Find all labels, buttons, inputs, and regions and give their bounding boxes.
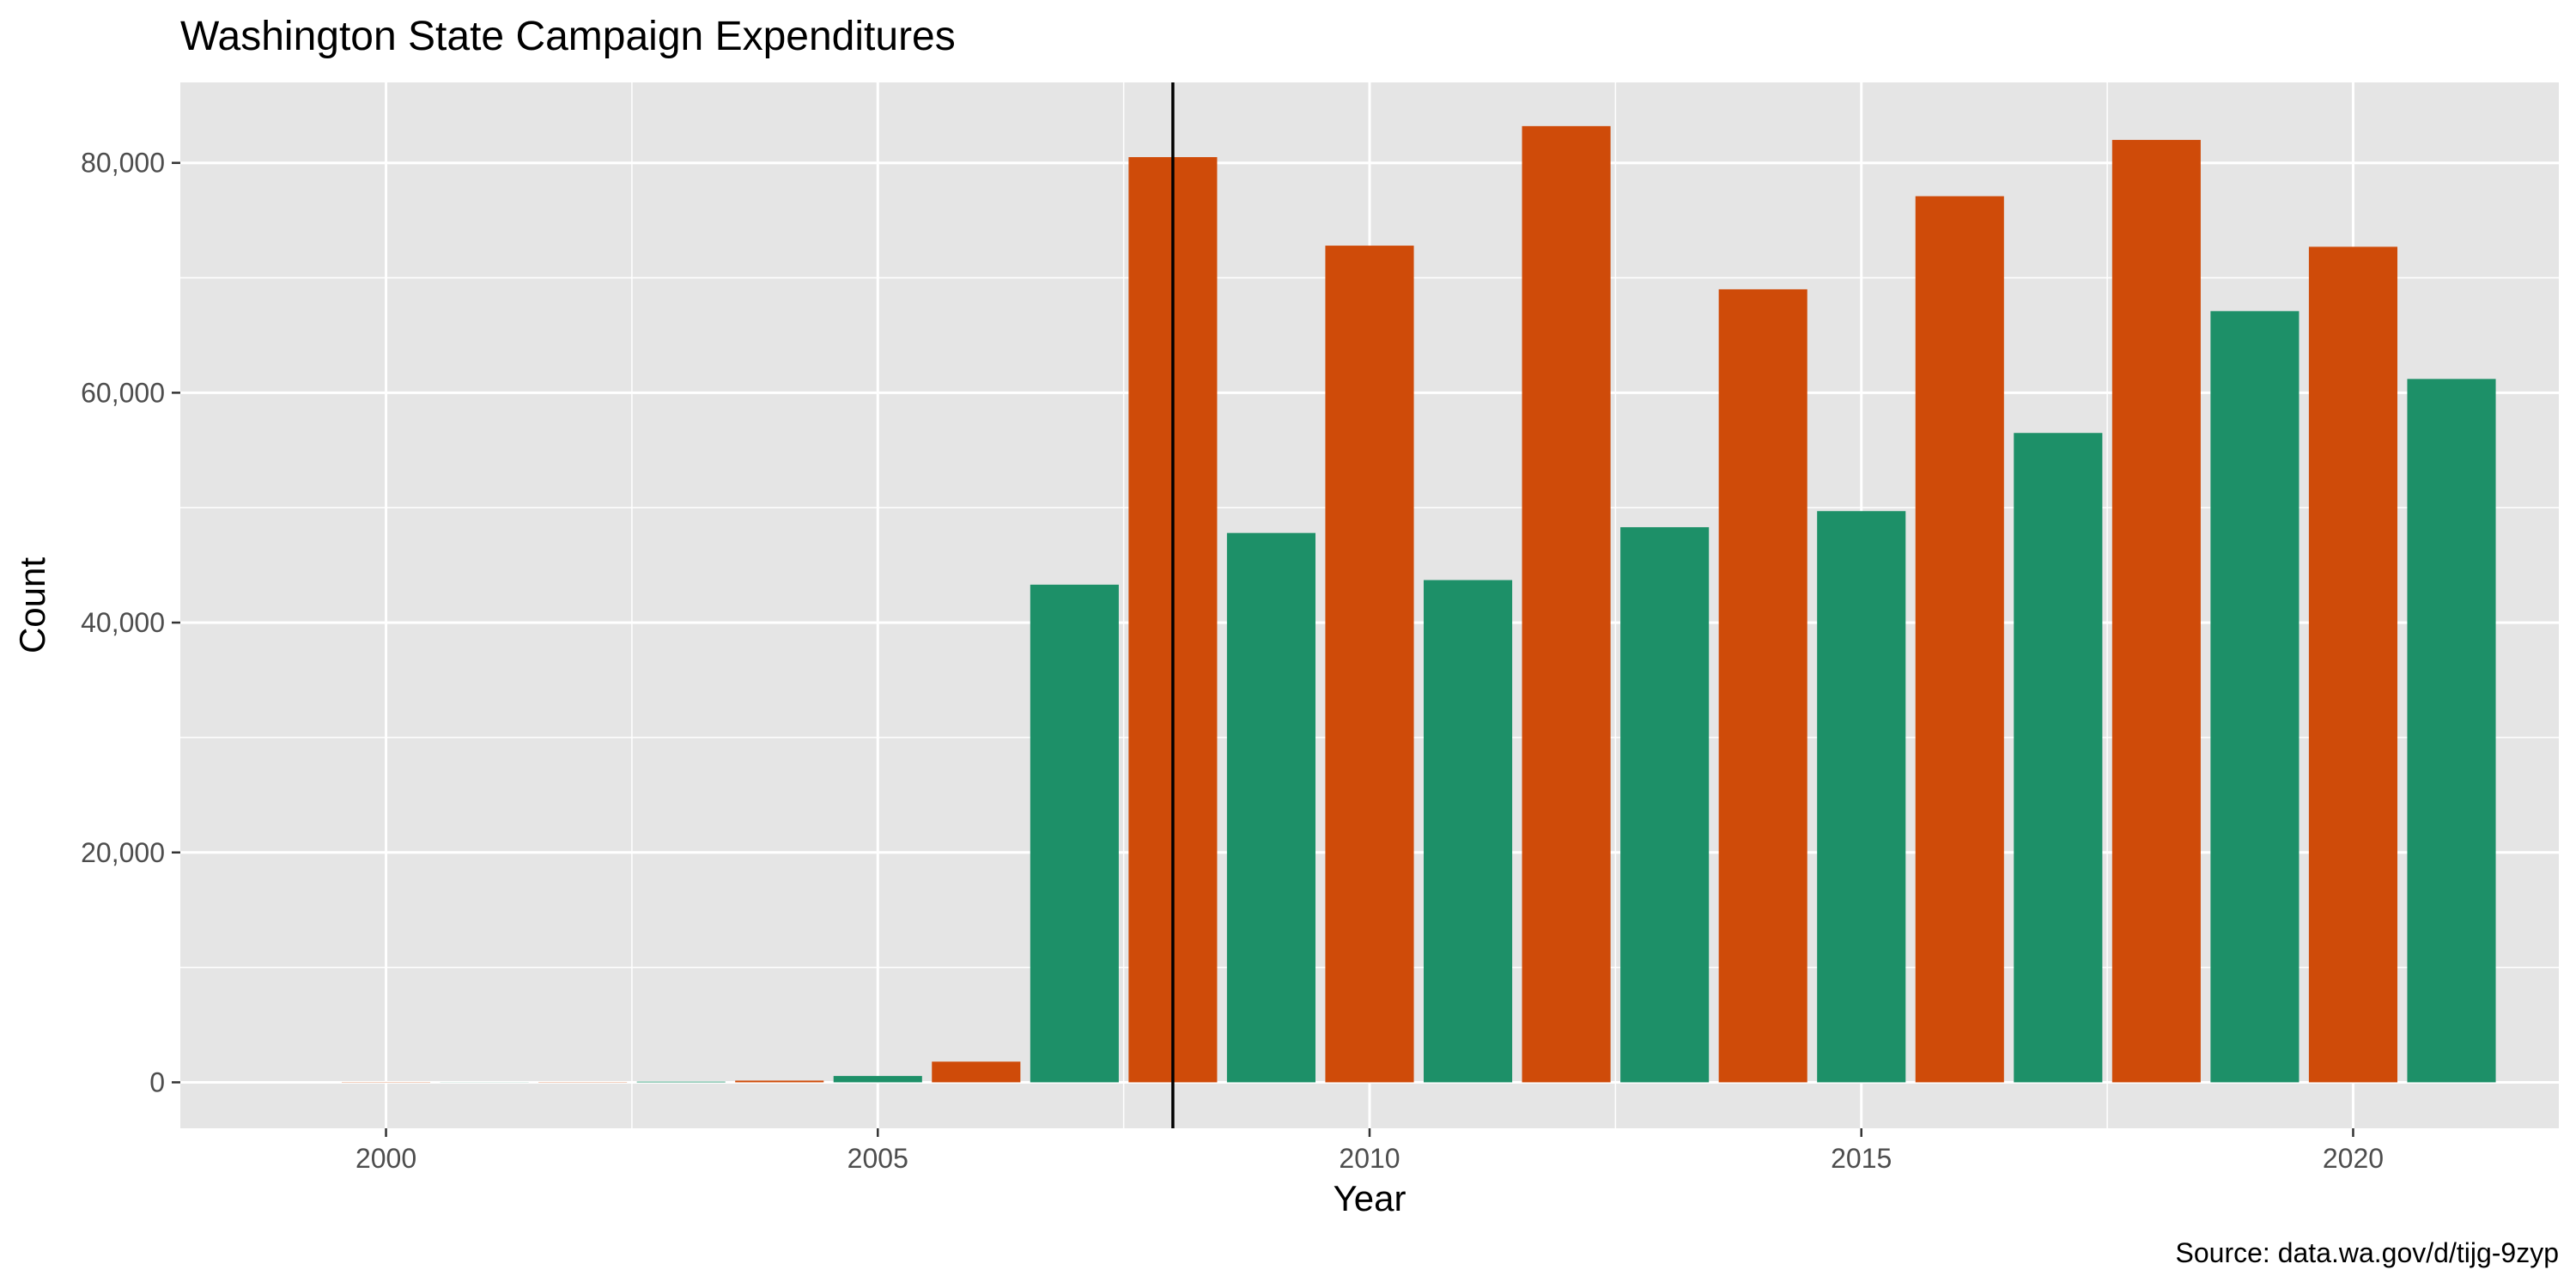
x-axis-title: Year bbox=[1334, 1178, 1406, 1218]
bar-2013 bbox=[1620, 526, 1710, 1083]
bar-2009 bbox=[1226, 532, 1315, 1083]
x-tick-label: 2020 bbox=[2323, 1143, 2384, 1174]
bar-2004 bbox=[735, 1080, 824, 1083]
chart-title: Washington State Campaign Expenditures bbox=[180, 14, 956, 59]
y-axis: 0 20,000 40,000 60,000 80,000 bbox=[81, 148, 180, 1097]
x-axis: 2000 2005 2010 2015 2020 bbox=[355, 1128, 2384, 1174]
x-tick-label: 2010 bbox=[1339, 1143, 1400, 1174]
y-tick-label: 80,000 bbox=[81, 148, 165, 179]
y-tick-label: 20,000 bbox=[81, 837, 165, 868]
bar-2019 bbox=[2210, 311, 2300, 1083]
y-axis-title: Count bbox=[12, 557, 52, 653]
bar-2018 bbox=[2111, 139, 2201, 1083]
source-caption: Source: data.wa.gov/d/tijg-9zyp bbox=[2176, 1237, 2559, 1268]
y-tick-label: 0 bbox=[149, 1066, 165, 1097]
bar-2017 bbox=[2014, 433, 2103, 1083]
bar-2021 bbox=[2407, 379, 2496, 1083]
x-tick-label: 2000 bbox=[355, 1143, 416, 1174]
y-tick-label: 40,000 bbox=[81, 607, 165, 638]
bar-2014 bbox=[1718, 289, 1807, 1083]
bar-2010 bbox=[1325, 246, 1414, 1083]
y-tick-label: 60,000 bbox=[81, 377, 165, 408]
bar-2012 bbox=[1522, 125, 1611, 1083]
x-tick-label: 2005 bbox=[848, 1143, 908, 1174]
bar-2006 bbox=[932, 1061, 1021, 1083]
bar-2011 bbox=[1424, 580, 1513, 1083]
x-tick-label: 2015 bbox=[1831, 1143, 1892, 1174]
bar-2020 bbox=[2308, 246, 2397, 1083]
bar-2015 bbox=[1817, 511, 1906, 1083]
bar-2005 bbox=[833, 1076, 922, 1083]
bar-2016 bbox=[1915, 196, 2004, 1083]
bar-2003 bbox=[636, 1081, 726, 1083]
bar-2007 bbox=[1030, 584, 1119, 1083]
